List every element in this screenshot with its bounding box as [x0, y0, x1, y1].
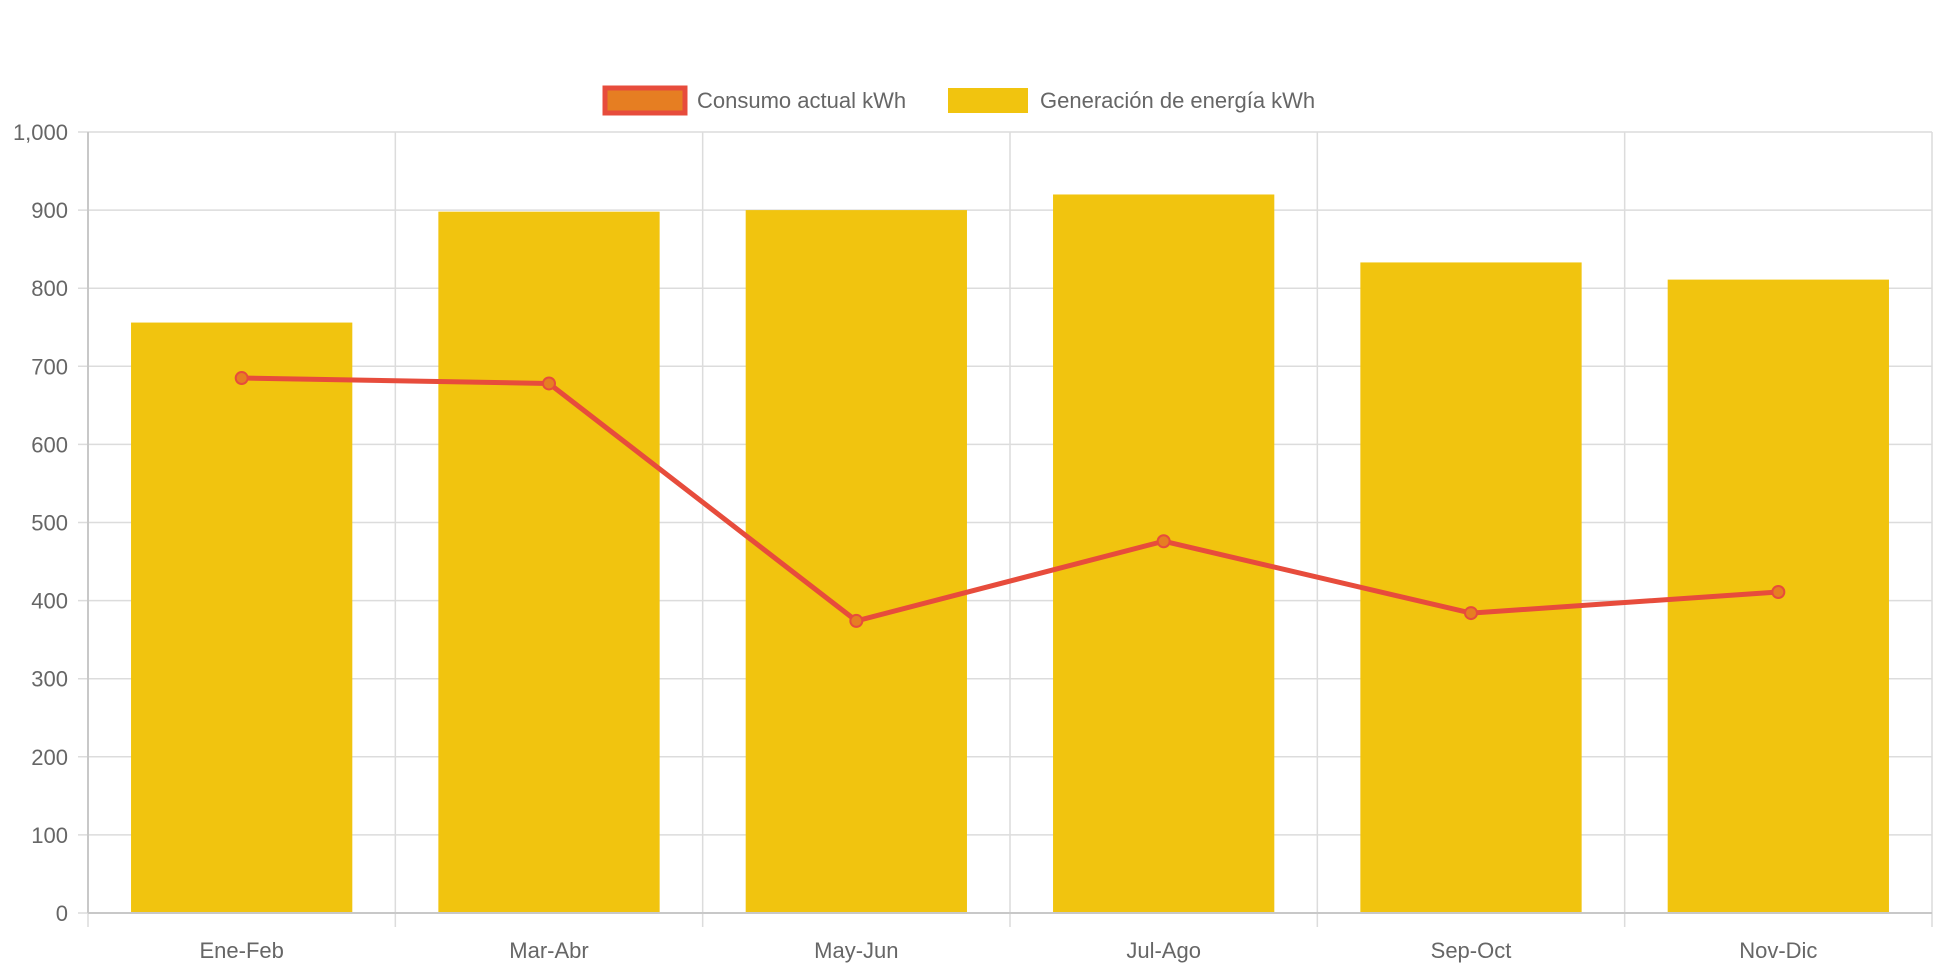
- y-tick-label: 0: [56, 901, 68, 926]
- x-tick-label: Ene-Feb: [199, 938, 283, 963]
- y-tick-label: 400: [31, 589, 68, 614]
- x-tick-label: Nov-Dic: [1739, 938, 1817, 963]
- point-consumo[interactable]: [1464, 606, 1478, 621]
- y-tick-label: 300: [31, 667, 68, 692]
- line-series: [234, 371, 1786, 628]
- x-tick-label: Jul-Ago: [1126, 938, 1201, 963]
- x-tick-label: Mar-Abr: [509, 938, 588, 963]
- point-consumo[interactable]: [1156, 534, 1171, 549]
- x-tick-label: May-Jun: [814, 938, 898, 963]
- axes: 0 100 200 300 400 500 600 700 800 900 1,000 Ene-Feb…: [13, 120, 1932, 963]
- point-consumo[interactable]: [234, 371, 249, 386]
- y-tick-label: 700: [31, 354, 68, 379]
- point-consumo[interactable]: [1771, 585, 1786, 600]
- bar-generacion[interactable]: [438, 211, 660, 914]
- bar-generacion[interactable]: [1053, 194, 1275, 914]
- y-tick-label: 600: [31, 432, 68, 457]
- bar-generacion[interactable]: [1360, 262, 1582, 913]
- legend-swatch-generacion[interactable]: [948, 88, 1028, 113]
- y-tick-label: 500: [31, 511, 68, 536]
- line-consumo: [241, 375, 1779, 624]
- y-tick-label: 100: [31, 823, 68, 848]
- x-tick-label: Sep-Oct: [1431, 938, 1512, 963]
- y-tick-label: 1,000: [13, 120, 68, 145]
- legend-label-consumo[interactable]: Consumo actual kWh: [697, 88, 906, 113]
- legend-label-generacion[interactable]: Generación de energía kWh: [1040, 88, 1315, 113]
- y-tick-label: 900: [31, 198, 68, 223]
- bar-generacion[interactable]: [131, 322, 353, 914]
- y-tick-label: 200: [31, 745, 68, 770]
- point-consumo[interactable]: [542, 376, 556, 391]
- grid: [78, 131, 1933, 927]
- legend: Consumo actual kWh Generación de energía…: [602, 85, 1315, 116]
- y-tick-label: 800: [31, 276, 68, 301]
- legend-swatch-consumo[interactable]: [602, 85, 688, 116]
- point-consumo[interactable]: [849, 613, 864, 628]
